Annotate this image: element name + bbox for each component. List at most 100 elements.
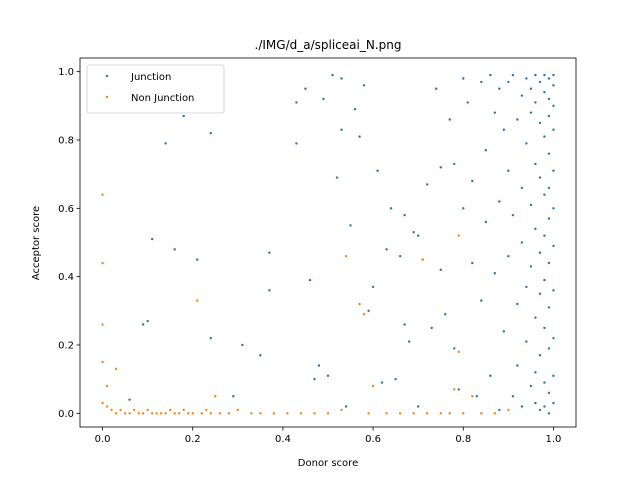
scatter-point	[137, 412, 140, 415]
scatter-point	[498, 87, 501, 90]
scatter-point	[344, 254, 348, 258]
scatter-point	[529, 265, 533, 268]
x-tick-label: 0.4	[275, 434, 291, 445]
scatter-point	[453, 388, 456, 391]
scatter-point	[358, 302, 361, 306]
scatter-point	[471, 395, 474, 398]
y-axis: 0.0 0.2 0.4 0.6 0.8 1.0	[58, 67, 80, 420]
scatter-point	[547, 114, 551, 118]
scatter-point	[543, 135, 546, 138]
scatter-point	[534, 101, 537, 104]
scatter-point	[543, 193, 546, 196]
scatter-point	[141, 323, 145, 326]
scatter-point	[489, 73, 492, 77]
x-tick-label: 0.8	[455, 434, 471, 445]
scatter-point	[268, 251, 271, 254]
scatter-point	[403, 323, 406, 326]
scatter-point	[543, 90, 546, 94]
scatter-point	[272, 412, 276, 415]
scatter-point	[385, 412, 388, 415]
scatter-point	[439, 268, 442, 272]
scatter-point	[462, 207, 465, 210]
scatter-point	[552, 207, 555, 210]
scatter-point	[534, 401, 537, 405]
scatter-point	[498, 408, 501, 412]
plot-area	[79, 57, 577, 428]
scatter-point	[114, 367, 118, 371]
scatter-point	[480, 299, 483, 302]
scatter-point	[543, 73, 546, 77]
scatter-point	[462, 412, 465, 415]
scatter-point	[376, 169, 379, 172]
scatter-point	[480, 80, 483, 84]
scatter-point	[304, 87, 307, 90]
scatter-point	[462, 77, 465, 80]
y-tick-label: 0.6	[58, 204, 74, 215]
scatter-point	[326, 412, 330, 415]
scatter-point	[232, 395, 235, 398]
scatter-point	[407, 340, 411, 343]
scatter-point	[435, 87, 438, 90]
scatter-point	[448, 118, 451, 121]
scatter-point	[543, 326, 546, 330]
scatter-point	[534, 371, 537, 374]
scatter-point	[236, 408, 240, 412]
scatter-point	[182, 114, 185, 118]
scatter-point	[362, 84, 366, 87]
scatter-point	[439, 166, 442, 169]
scatter-point	[529, 87, 533, 90]
scatter-point	[105, 405, 109, 408]
scatter-point	[453, 162, 456, 166]
scatter-point	[159, 412, 163, 415]
scatter-point	[322, 97, 325, 101]
axes-background	[80, 58, 576, 427]
scatter-point	[538, 80, 542, 84]
scatter-point	[457, 350, 460, 354]
scatter-point	[457, 234, 460, 237]
scatter-point	[529, 384, 533, 388]
legend-label-non-junction: Non Junction	[131, 93, 194, 104]
scatter-point	[191, 412, 194, 415]
scatter-point	[178, 412, 181, 415]
scatter-point	[268, 289, 271, 292]
scatter-point	[552, 244, 555, 248]
scatter-point	[543, 405, 546, 408]
scatter-point	[426, 412, 429, 415]
scatter-point	[471, 179, 474, 183]
scatter-point	[502, 330, 506, 333]
scatter-point	[101, 261, 104, 265]
scatter-point	[200, 412, 203, 415]
scatter-point	[457, 388, 460, 391]
scatter-point	[529, 203, 533, 207]
scatter-point	[484, 220, 488, 224]
x-tick-label: 0.2	[185, 434, 201, 445]
scatter-point	[295, 142, 298, 145]
x-tick-label: 0.6	[365, 434, 381, 445]
scatter-point	[205, 408, 208, 412]
y-tick-label: 0.4	[58, 272, 74, 283]
scatter-point	[335, 176, 339, 179]
scatter-point	[516, 364, 519, 367]
scatter-point	[146, 408, 149, 412]
scatter-point	[123, 412, 127, 415]
x-tick-label: 0.0	[95, 434, 111, 445]
scatter-point	[218, 412, 221, 415]
scatter-point	[394, 377, 397, 381]
scatter-point	[214, 395, 217, 398]
scatter-point	[340, 77, 343, 80]
scatter-point	[416, 405, 420, 408]
scatter-point	[164, 412, 167, 415]
scatter-point	[552, 104, 555, 108]
scatter-point	[547, 412, 551, 415]
scatter-point	[196, 258, 199, 261]
scatter-point	[520, 241, 524, 244]
scatter-point	[326, 374, 330, 377]
scatter-point	[164, 142, 167, 145]
scatter-point	[187, 412, 190, 415]
scatter-point	[168, 408, 172, 412]
scatter-point	[520, 186, 524, 190]
scatter-point	[525, 340, 528, 343]
scatter-point	[403, 213, 406, 217]
scatter-point	[547, 306, 551, 309]
